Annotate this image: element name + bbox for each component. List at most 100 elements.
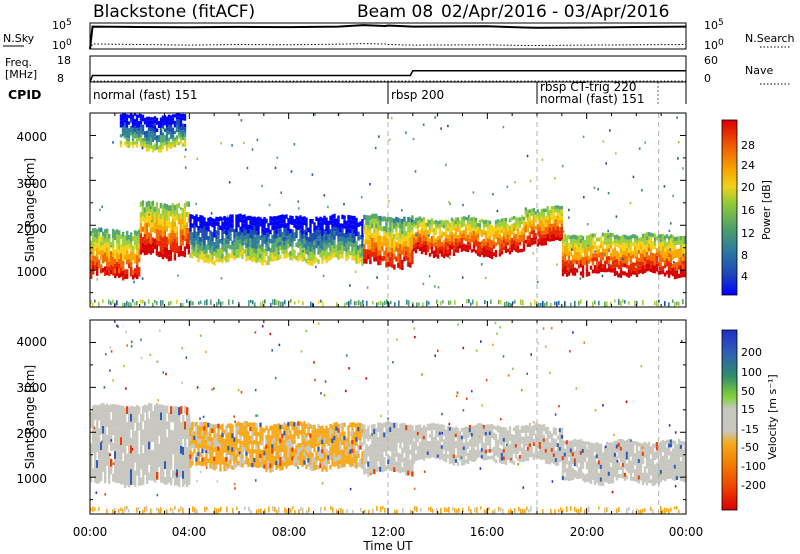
velocity-cell bbox=[395, 437, 398, 443]
power-cell bbox=[271, 234, 274, 240]
velocity-cell bbox=[279, 461, 282, 466]
velocity-cell bbox=[371, 444, 374, 450]
velocity-cell bbox=[108, 428, 111, 437]
velocity-cell bbox=[271, 439, 274, 445]
power-cell bbox=[385, 237, 388, 243]
power-cell bbox=[683, 260, 686, 265]
power-cell bbox=[255, 231, 258, 236]
velocity-cell bbox=[128, 455, 131, 464]
power-cell bbox=[373, 237, 376, 243]
power-cell bbox=[369, 230, 372, 235]
power-cell bbox=[480, 233, 484, 237]
power-speckle bbox=[448, 256, 451, 259]
power-cell bbox=[179, 123, 183, 128]
power-cell bbox=[438, 242, 442, 247]
power-speckle bbox=[673, 261, 675, 264]
power-cell bbox=[571, 267, 575, 272]
power-cell bbox=[663, 251, 667, 256]
velocity-cell bbox=[215, 437, 218, 442]
power-cell bbox=[464, 234, 468, 238]
velocity-cell bbox=[375, 462, 378, 468]
velocity-cell bbox=[343, 422, 346, 427]
velocity-cell bbox=[130, 445, 133, 454]
power-cell bbox=[327, 243, 330, 248]
power-cell bbox=[201, 251, 204, 256]
power-cell bbox=[484, 252, 488, 257]
velocity-cell bbox=[94, 474, 97, 483]
power-cell bbox=[649, 260, 653, 265]
power-ground-cell bbox=[260, 302, 262, 306]
power-cell bbox=[579, 263, 583, 268]
power-cell bbox=[595, 249, 599, 254]
velocity-cell bbox=[285, 437, 288, 442]
power-cell bbox=[420, 243, 424, 247]
power-cell bbox=[548, 227, 551, 232]
power-cell bbox=[329, 229, 332, 234]
power-cell bbox=[273, 216, 276, 221]
velocity-cell bbox=[126, 422, 129, 430]
velocity-cell bbox=[217, 423, 220, 429]
power-cell bbox=[635, 244, 639, 249]
velocity-cell bbox=[142, 469, 145, 477]
power-speckle bbox=[492, 193, 494, 196]
power-cell bbox=[538, 237, 541, 242]
power-cell bbox=[623, 234, 627, 239]
velocity-cell bbox=[428, 434, 432, 438]
velocity-cell bbox=[391, 456, 394, 462]
power-cell bbox=[131, 137, 135, 141]
power-speckle bbox=[90, 251, 92, 254]
power-cell bbox=[155, 142, 159, 147]
velocity-cell bbox=[92, 429, 95, 438]
power-cell bbox=[104, 271, 107, 276]
power-cell bbox=[456, 245, 460, 250]
power-cell bbox=[571, 263, 575, 268]
velocity-cell bbox=[379, 432, 382, 438]
power-speckle bbox=[603, 253, 605, 256]
power-cell bbox=[98, 236, 101, 242]
velocity-cell bbox=[355, 428, 358, 433]
velocity-cell bbox=[446, 440, 450, 444]
velocity-cell bbox=[219, 443, 222, 449]
power-cell bbox=[369, 220, 372, 226]
velocity-cell bbox=[331, 461, 334, 467]
power-cell bbox=[143, 207, 147, 213]
power-cell bbox=[381, 246, 384, 252]
power-cell bbox=[96, 229, 99, 234]
power-cell bbox=[397, 222, 400, 228]
power-cell bbox=[542, 216, 545, 220]
power-cell bbox=[508, 229, 512, 233]
velocity-cell bbox=[162, 467, 165, 476]
power-cell bbox=[488, 250, 492, 255]
power-cell bbox=[399, 218, 402, 224]
power-cell bbox=[165, 123, 169, 127]
velocity-cell bbox=[321, 430, 324, 435]
velocity-cell bbox=[150, 472, 153, 481]
power-cell bbox=[139, 238, 143, 244]
power-cell bbox=[512, 246, 516, 251]
power-cell bbox=[231, 214, 234, 219]
power-cell bbox=[121, 126, 125, 130]
power-cell bbox=[123, 141, 127, 145]
power-cell bbox=[444, 227, 448, 231]
power-cell bbox=[353, 220, 356, 225]
velocity-cell bbox=[385, 451, 388, 457]
power-cell bbox=[506, 238, 510, 242]
nave-label: Nave bbox=[745, 64, 773, 77]
power-cell bbox=[279, 245, 282, 251]
velocity-cell bbox=[397, 433, 400, 438]
velocity-cell bbox=[227, 464, 230, 469]
velocity-cell bbox=[375, 467, 378, 473]
power-cell bbox=[177, 122, 181, 126]
power-cell bbox=[502, 243, 506, 247]
velocity-cell bbox=[174, 430, 177, 438]
power-cell bbox=[161, 122, 165, 126]
power-cell bbox=[317, 259, 320, 264]
power-cell bbox=[571, 271, 575, 276]
power-cell bbox=[155, 207, 159, 213]
power-cell bbox=[420, 250, 424, 255]
velocity-cell bbox=[422, 453, 426, 458]
power-cell bbox=[207, 222, 210, 227]
power-cell bbox=[577, 247, 581, 252]
power-cell bbox=[556, 219, 559, 223]
power-cell bbox=[173, 243, 177, 250]
